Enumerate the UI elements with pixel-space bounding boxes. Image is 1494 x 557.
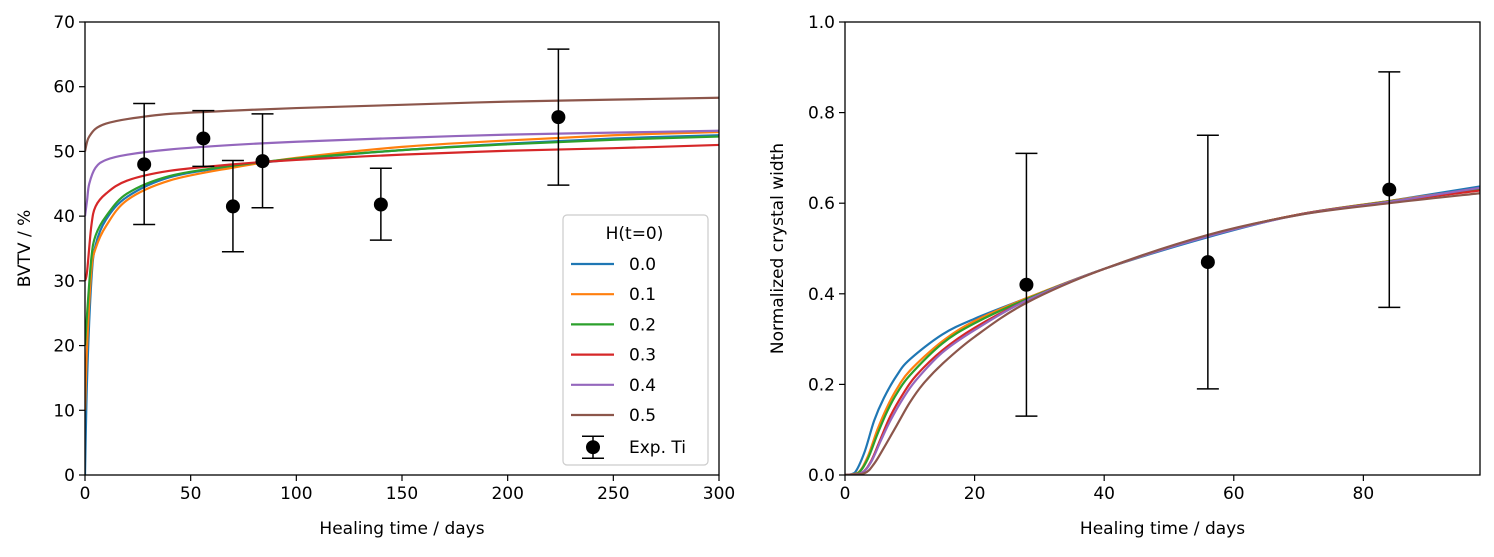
- legend-entry: 0.1: [629, 285, 656, 305]
- legend-entry: 0.5: [629, 406, 656, 426]
- data-point: [1382, 182, 1397, 197]
- series-line-0.2: [85, 135, 719, 346]
- x-tick-label: 0: [80, 484, 91, 504]
- data-point: [137, 157, 152, 172]
- series-line-0.1: [85, 130, 719, 411]
- y-tick-label: 1.0: [808, 13, 835, 33]
- y-tick-label: 40: [53, 207, 75, 227]
- y-tick-label: 0: [64, 466, 75, 486]
- legend-entry: 0.4: [629, 376, 656, 396]
- legend-entry: 0.3: [629, 346, 656, 366]
- experimental-points: [1015, 71, 1401, 417]
- legend-entry: 0.2: [629, 315, 656, 335]
- series-line-curve-3: [845, 188, 1480, 475]
- y-axis-label: Normalized crystal width: [768, 143, 788, 354]
- x-tick-label: 60: [1223, 484, 1245, 504]
- x-tick-label: 150: [386, 484, 418, 504]
- y-tick-label: 0.0: [808, 466, 835, 486]
- y-tick-label: 30: [53, 272, 75, 292]
- y-tick-label: 50: [53, 142, 75, 162]
- series-line-curve-6: [845, 192, 1480, 475]
- series-group: [845, 185, 1480, 475]
- legend-entry: 0.0: [629, 255, 656, 275]
- x-tick-label: 20: [964, 484, 986, 504]
- series-line-0.4: [85, 129, 719, 217]
- series-line-0.5: [85, 96, 719, 152]
- bvtv-panel: 0 50 100 150 200 250 300 0 10 20 30 40 50 60 70 Healing…: [15, 13, 735, 539]
- x-tick-label: 200: [491, 484, 523, 504]
- x-tick-label: 250: [597, 484, 629, 504]
- data-point: [373, 197, 388, 212]
- legend-title: H(t=0): [606, 224, 664, 244]
- x-tick-label: 40: [1093, 484, 1115, 504]
- x-axis-label: Healing time / days: [1080, 519, 1245, 539]
- y-tick-label: 20: [53, 337, 75, 357]
- x-tick-label: 50: [180, 484, 202, 504]
- data-point: [255, 154, 270, 169]
- y-tick-label: 60: [53, 78, 75, 98]
- x-tick-label: 100: [280, 484, 312, 504]
- series-group: [85, 96, 719, 475]
- data-point: [551, 110, 566, 125]
- x-axis-label: Healing time / days: [319, 519, 484, 539]
- crystal-width-panel: 0 20 40 60 80 0.0 0.2 0.4 0.6 0.8 1.0 Healing time …: [768, 13, 1481, 539]
- y-tick-label: 10: [53, 401, 75, 421]
- series-line-curve-5: [845, 186, 1480, 475]
- experimental-points: [133, 48, 570, 253]
- x-tick-label: 0: [840, 484, 851, 504]
- legend-marker: [586, 440, 600, 455]
- data-point: [1200, 255, 1215, 270]
- legend: H(t=0) 0.0 0.1 0.2 0.3 0.4 0.5 Exp. Ti: [562, 214, 709, 466]
- x-tick-label: 80: [1353, 484, 1375, 504]
- y-tick-label: 0.4: [808, 285, 835, 305]
- series-line-curve-1: [845, 185, 1480, 475]
- y-axis-label: BVTV / %: [15, 210, 35, 287]
- data-point: [1019, 277, 1034, 292]
- y-tick-label: 0.2: [808, 375, 835, 395]
- legend-entry: Exp. Ti: [629, 438, 686, 458]
- data-point: [196, 131, 211, 146]
- x-tick-label: 300: [703, 484, 735, 504]
- y-tick-label: 0.8: [808, 104, 835, 124]
- axes-frame: [844, 21, 1481, 476]
- series-line-curve-2: [845, 187, 1480, 475]
- series-line-curve-4: [845, 189, 1480, 475]
- y-tick-label: 70: [53, 13, 75, 33]
- y-tick-label: 0.6: [808, 194, 835, 214]
- legend-box: [562, 214, 709, 466]
- data-point: [225, 199, 240, 214]
